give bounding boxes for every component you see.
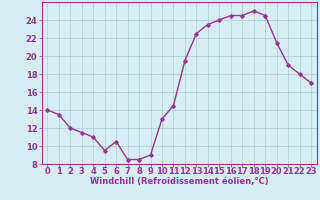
X-axis label: Windchill (Refroidissement éolien,°C): Windchill (Refroidissement éolien,°C)	[90, 177, 268, 186]
